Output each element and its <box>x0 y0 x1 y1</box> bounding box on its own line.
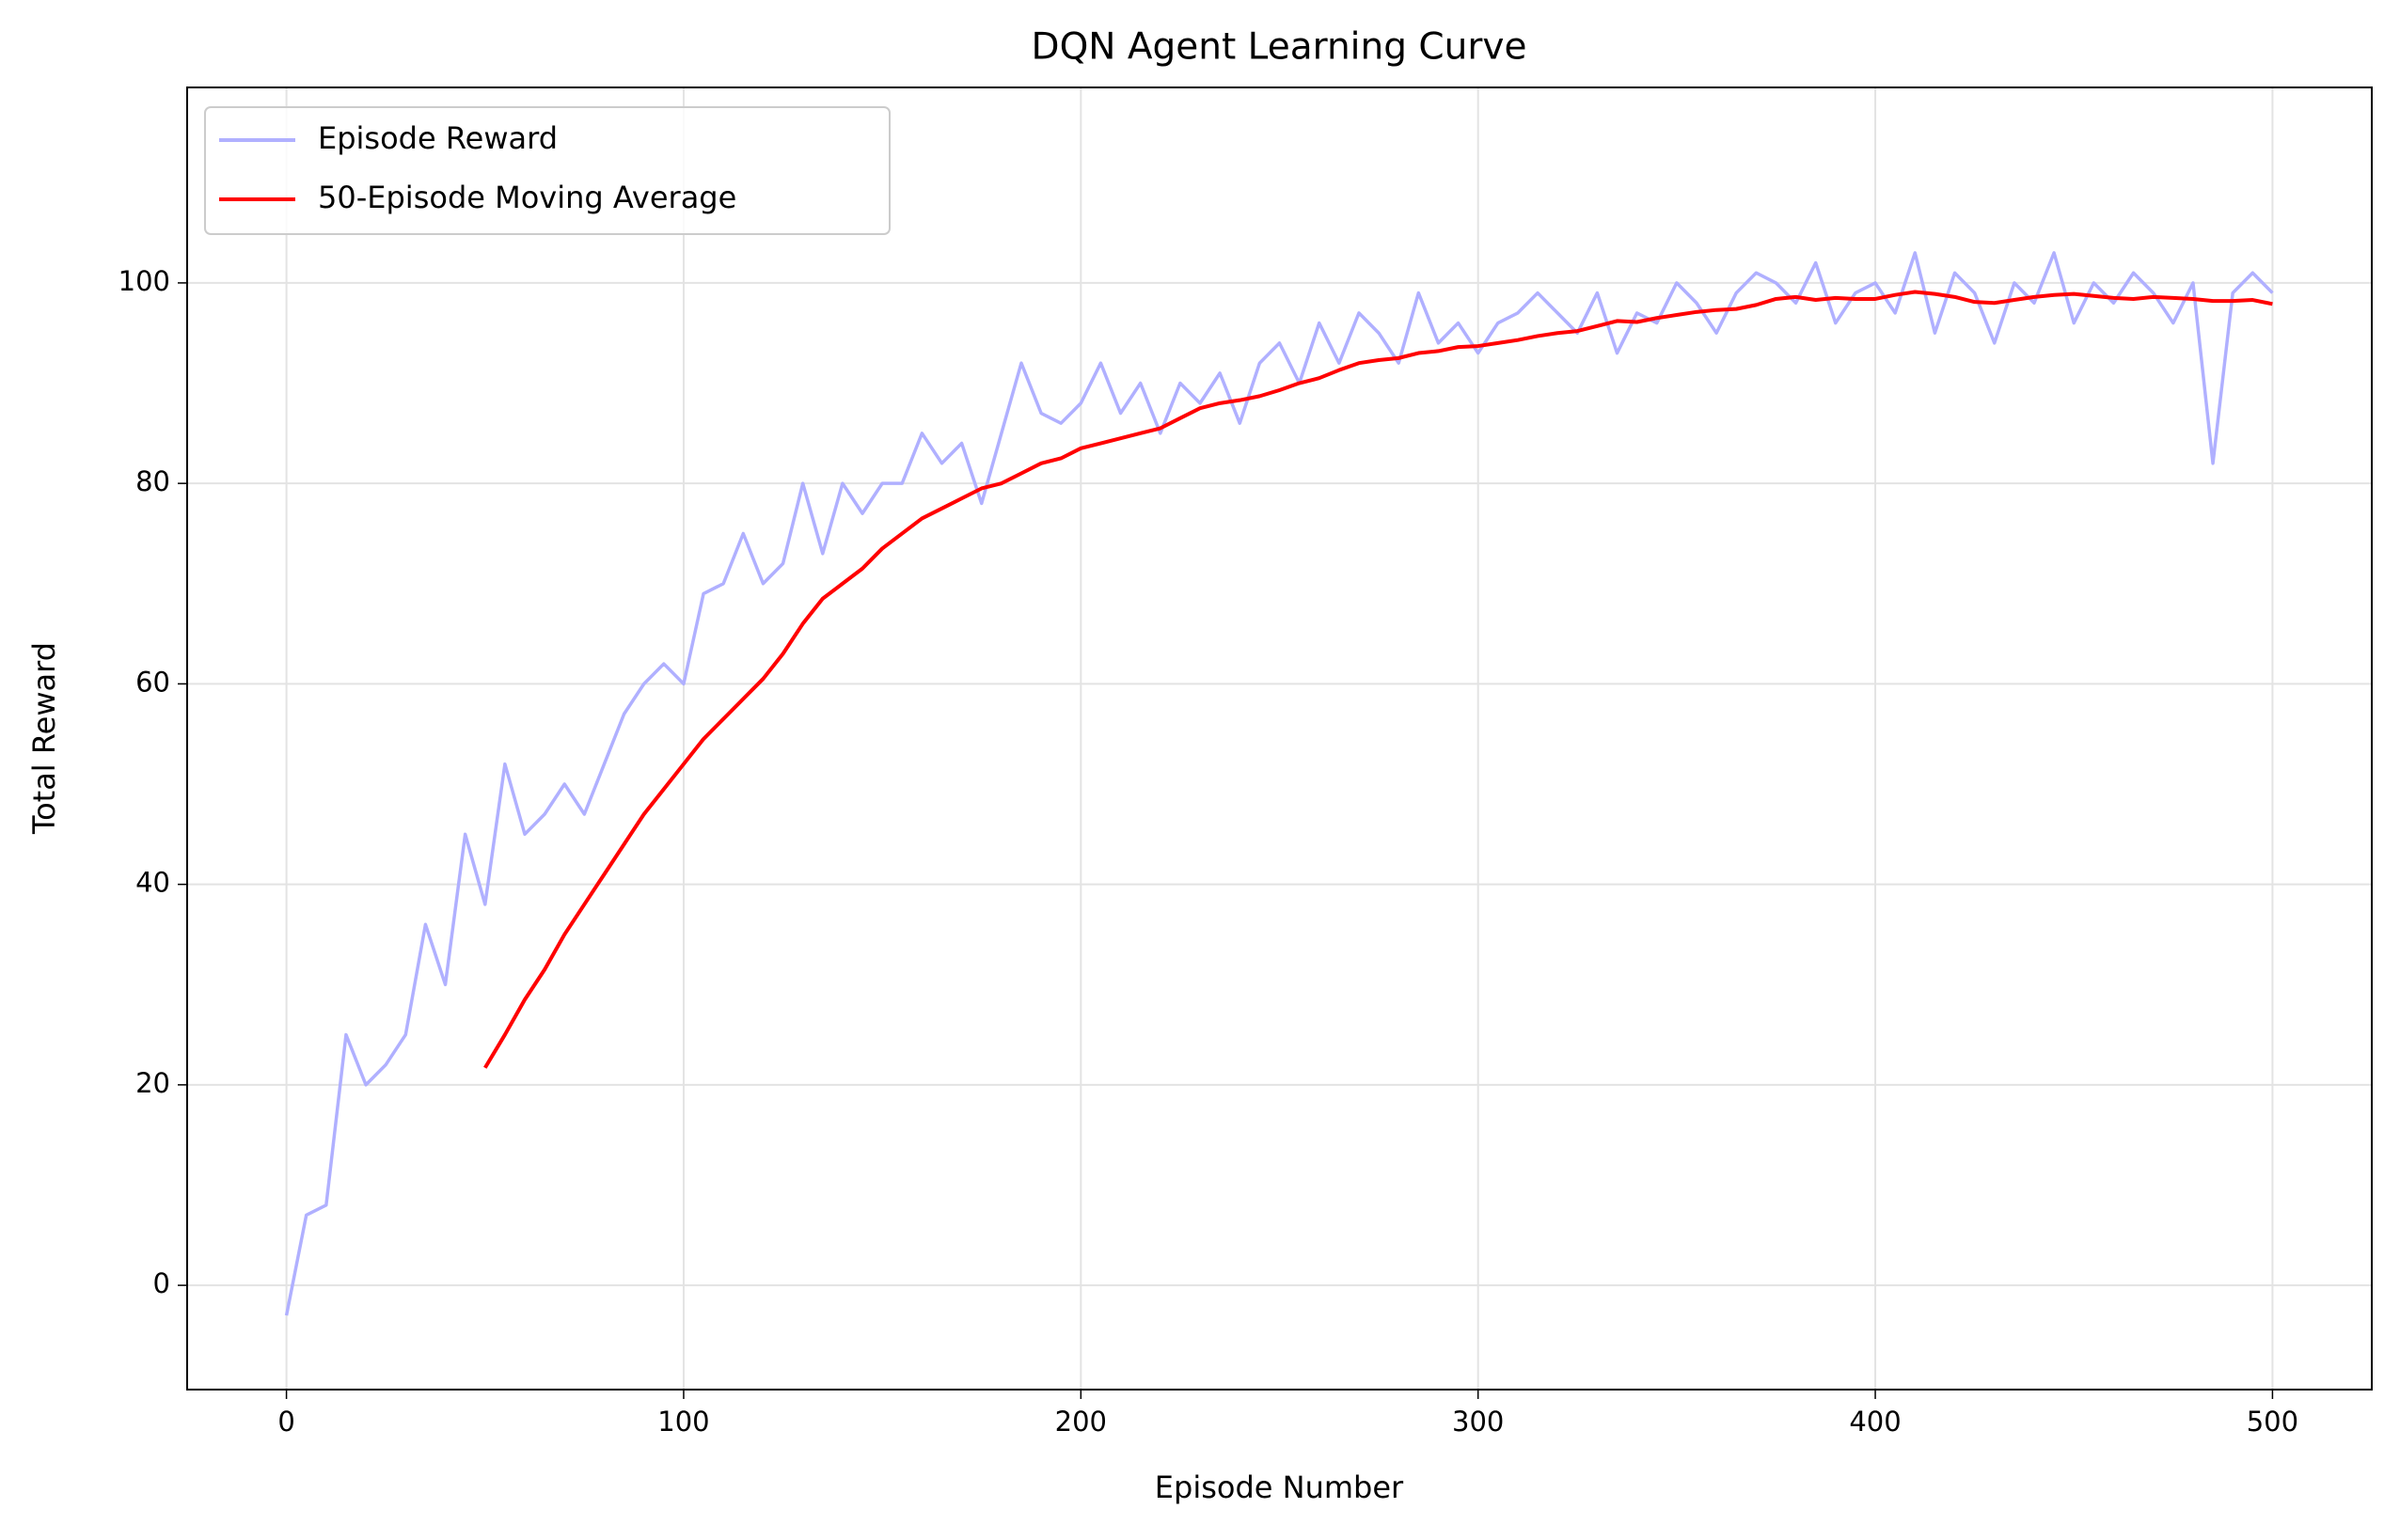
y-tick-label: 100 <box>118 265 170 297</box>
y-tick-label: 60 <box>135 666 170 698</box>
x-tick-label: 300 <box>1452 1406 1504 1438</box>
plot-frame <box>186 86 2373 1391</box>
chart-title: DQN Agent Learning Curve <box>1032 26 1527 69</box>
legend-box <box>204 106 891 235</box>
y-axis-label: Total Reward <box>26 642 62 835</box>
y-tick-label: 20 <box>135 1067 170 1099</box>
x-tick-label: 0 <box>277 1406 294 1438</box>
legend-label: 50-Episode Moving Average <box>318 180 736 215</box>
x-tick-label: 500 <box>2247 1406 2298 1438</box>
x-tick-label: 200 <box>1055 1406 1107 1438</box>
x-tick-label: 400 <box>1849 1406 1901 1438</box>
x-tick-label: 100 <box>657 1406 709 1438</box>
y-tick-label: 80 <box>135 465 170 497</box>
series-line <box>284 251 2274 1316</box>
series-line <box>483 290 2273 1069</box>
y-tick-label: 0 <box>153 1267 170 1299</box>
legend-label: Episode Reward <box>318 120 558 156</box>
x-axis-label: Episode Number <box>1155 1469 1404 1505</box>
y-tick-label: 40 <box>135 867 170 899</box>
